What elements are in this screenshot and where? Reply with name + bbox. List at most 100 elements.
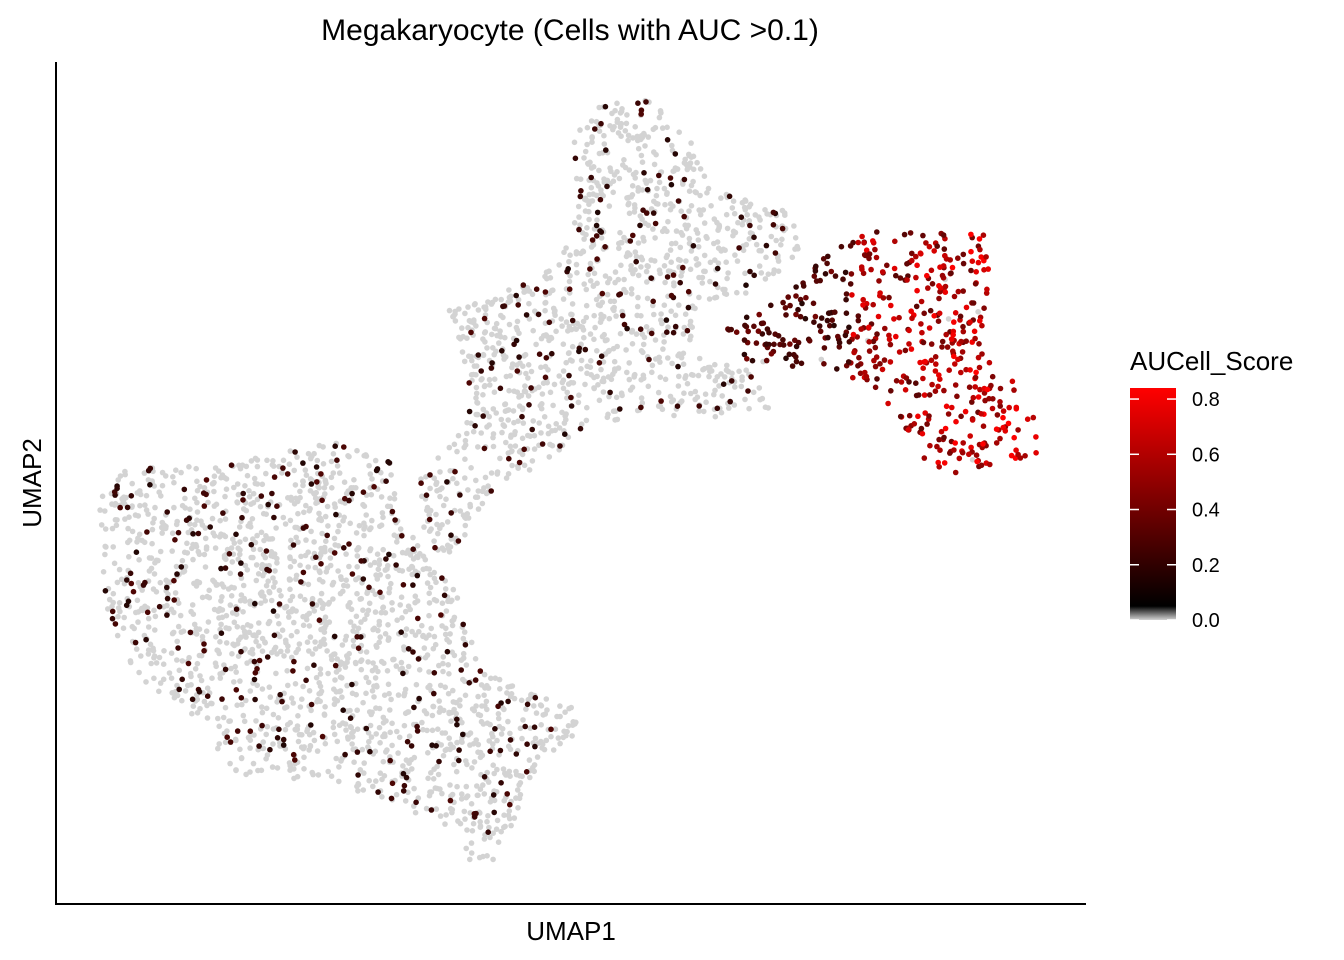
cell-point bbox=[667, 175, 674, 181]
cell-point bbox=[371, 559, 378, 566]
cell-point bbox=[98, 522, 105, 528]
cell-point bbox=[309, 769, 316, 776]
cell-point bbox=[385, 637, 392, 643]
cell-point bbox=[948, 336, 955, 342]
cell-point bbox=[389, 742, 395, 749]
cell-point bbox=[564, 389, 570, 396]
cell-point bbox=[655, 403, 662, 409]
cell-point bbox=[575, 203, 582, 210]
cell-point bbox=[1009, 378, 1016, 385]
cell-point bbox=[288, 654, 295, 661]
cell-point bbox=[611, 358, 618, 365]
cell-point bbox=[233, 737, 239, 744]
cell-point bbox=[926, 325, 933, 331]
cell-point bbox=[519, 451, 526, 458]
cell-point bbox=[325, 670, 331, 677]
cell-point bbox=[659, 125, 666, 131]
cell-point bbox=[712, 281, 719, 287]
cell-point bbox=[267, 694, 274, 700]
cell-point bbox=[219, 607, 226, 613]
cell-point bbox=[459, 325, 465, 331]
cell-point bbox=[216, 741, 222, 747]
cell-point bbox=[678, 273, 684, 279]
cell-point bbox=[390, 552, 397, 559]
cell-point bbox=[667, 247, 674, 253]
cell-point bbox=[735, 219, 741, 226]
cell-point bbox=[238, 648, 244, 655]
cell-point bbox=[913, 380, 919, 387]
cell-point bbox=[166, 670, 173, 676]
cell-point bbox=[931, 313, 937, 319]
cell-point bbox=[701, 220, 708, 226]
cell-point bbox=[194, 499, 200, 506]
cell-point bbox=[906, 341, 912, 347]
cell-point bbox=[658, 317, 664, 323]
cell-point bbox=[255, 620, 262, 626]
legend-tick-label: 0.4 bbox=[1192, 500, 1220, 522]
cell-point bbox=[675, 198, 682, 204]
cell-point bbox=[347, 707, 353, 714]
cell-point bbox=[276, 601, 283, 607]
cell-point bbox=[114, 579, 121, 586]
cell-point bbox=[303, 616, 310, 623]
cell-point bbox=[370, 660, 376, 666]
cell-point bbox=[156, 603, 163, 610]
cell-point bbox=[726, 327, 732, 333]
cell-point bbox=[120, 625, 127, 631]
cell-point bbox=[466, 680, 473, 686]
cell-point bbox=[942, 289, 949, 296]
cell-point bbox=[521, 388, 528, 395]
cell-point bbox=[211, 579, 218, 585]
cell-point bbox=[738, 214, 745, 220]
cell-point bbox=[396, 734, 403, 741]
cell-point bbox=[550, 305, 557, 312]
cell-point bbox=[240, 712, 247, 719]
cell-point bbox=[874, 229, 880, 235]
cell-point bbox=[923, 240, 929, 246]
cell-point bbox=[621, 276, 627, 283]
cell-point bbox=[365, 730, 372, 736]
cell-point bbox=[179, 658, 186, 664]
cell-point bbox=[617, 229, 623, 236]
cell-point bbox=[317, 683, 324, 690]
cell-point bbox=[811, 273, 818, 280]
cell-point bbox=[358, 658, 364, 665]
cell-point bbox=[316, 617, 323, 623]
cell-point bbox=[445, 598, 451, 605]
cell-point bbox=[656, 179, 663, 186]
cell-point bbox=[240, 582, 247, 589]
cell-point bbox=[238, 634, 244, 641]
cell-point bbox=[158, 493, 164, 499]
cell-point bbox=[112, 502, 118, 508]
cell-point bbox=[661, 263, 668, 269]
cell-point bbox=[254, 532, 260, 539]
cell-point bbox=[441, 592, 448, 599]
cell-point bbox=[599, 290, 606, 297]
cell-point bbox=[640, 341, 647, 348]
cell-point bbox=[295, 713, 301, 719]
cell-point bbox=[892, 238, 898, 245]
cell-point bbox=[251, 658, 258, 665]
cell-point bbox=[332, 443, 339, 450]
cell-point bbox=[559, 323, 565, 329]
cell-point bbox=[926, 392, 933, 398]
cell-point bbox=[506, 808, 513, 814]
cell-point bbox=[744, 212, 750, 218]
cell-point bbox=[190, 531, 196, 537]
cell-point bbox=[743, 282, 749, 289]
cell-point bbox=[625, 132, 632, 139]
cell-point bbox=[373, 705, 379, 711]
cell-point bbox=[898, 379, 905, 385]
cell-point bbox=[540, 712, 546, 718]
cell-point bbox=[236, 524, 243, 530]
cell-point bbox=[529, 458, 536, 464]
cell-point bbox=[960, 251, 967, 258]
cell-point bbox=[588, 165, 595, 171]
cell-point bbox=[580, 318, 587, 325]
cell-point bbox=[515, 302, 521, 308]
cell-point bbox=[640, 375, 647, 382]
cell-point bbox=[577, 193, 584, 200]
cell-point bbox=[218, 630, 225, 636]
cell-point bbox=[492, 726, 498, 732]
cell-point bbox=[452, 318, 459, 324]
